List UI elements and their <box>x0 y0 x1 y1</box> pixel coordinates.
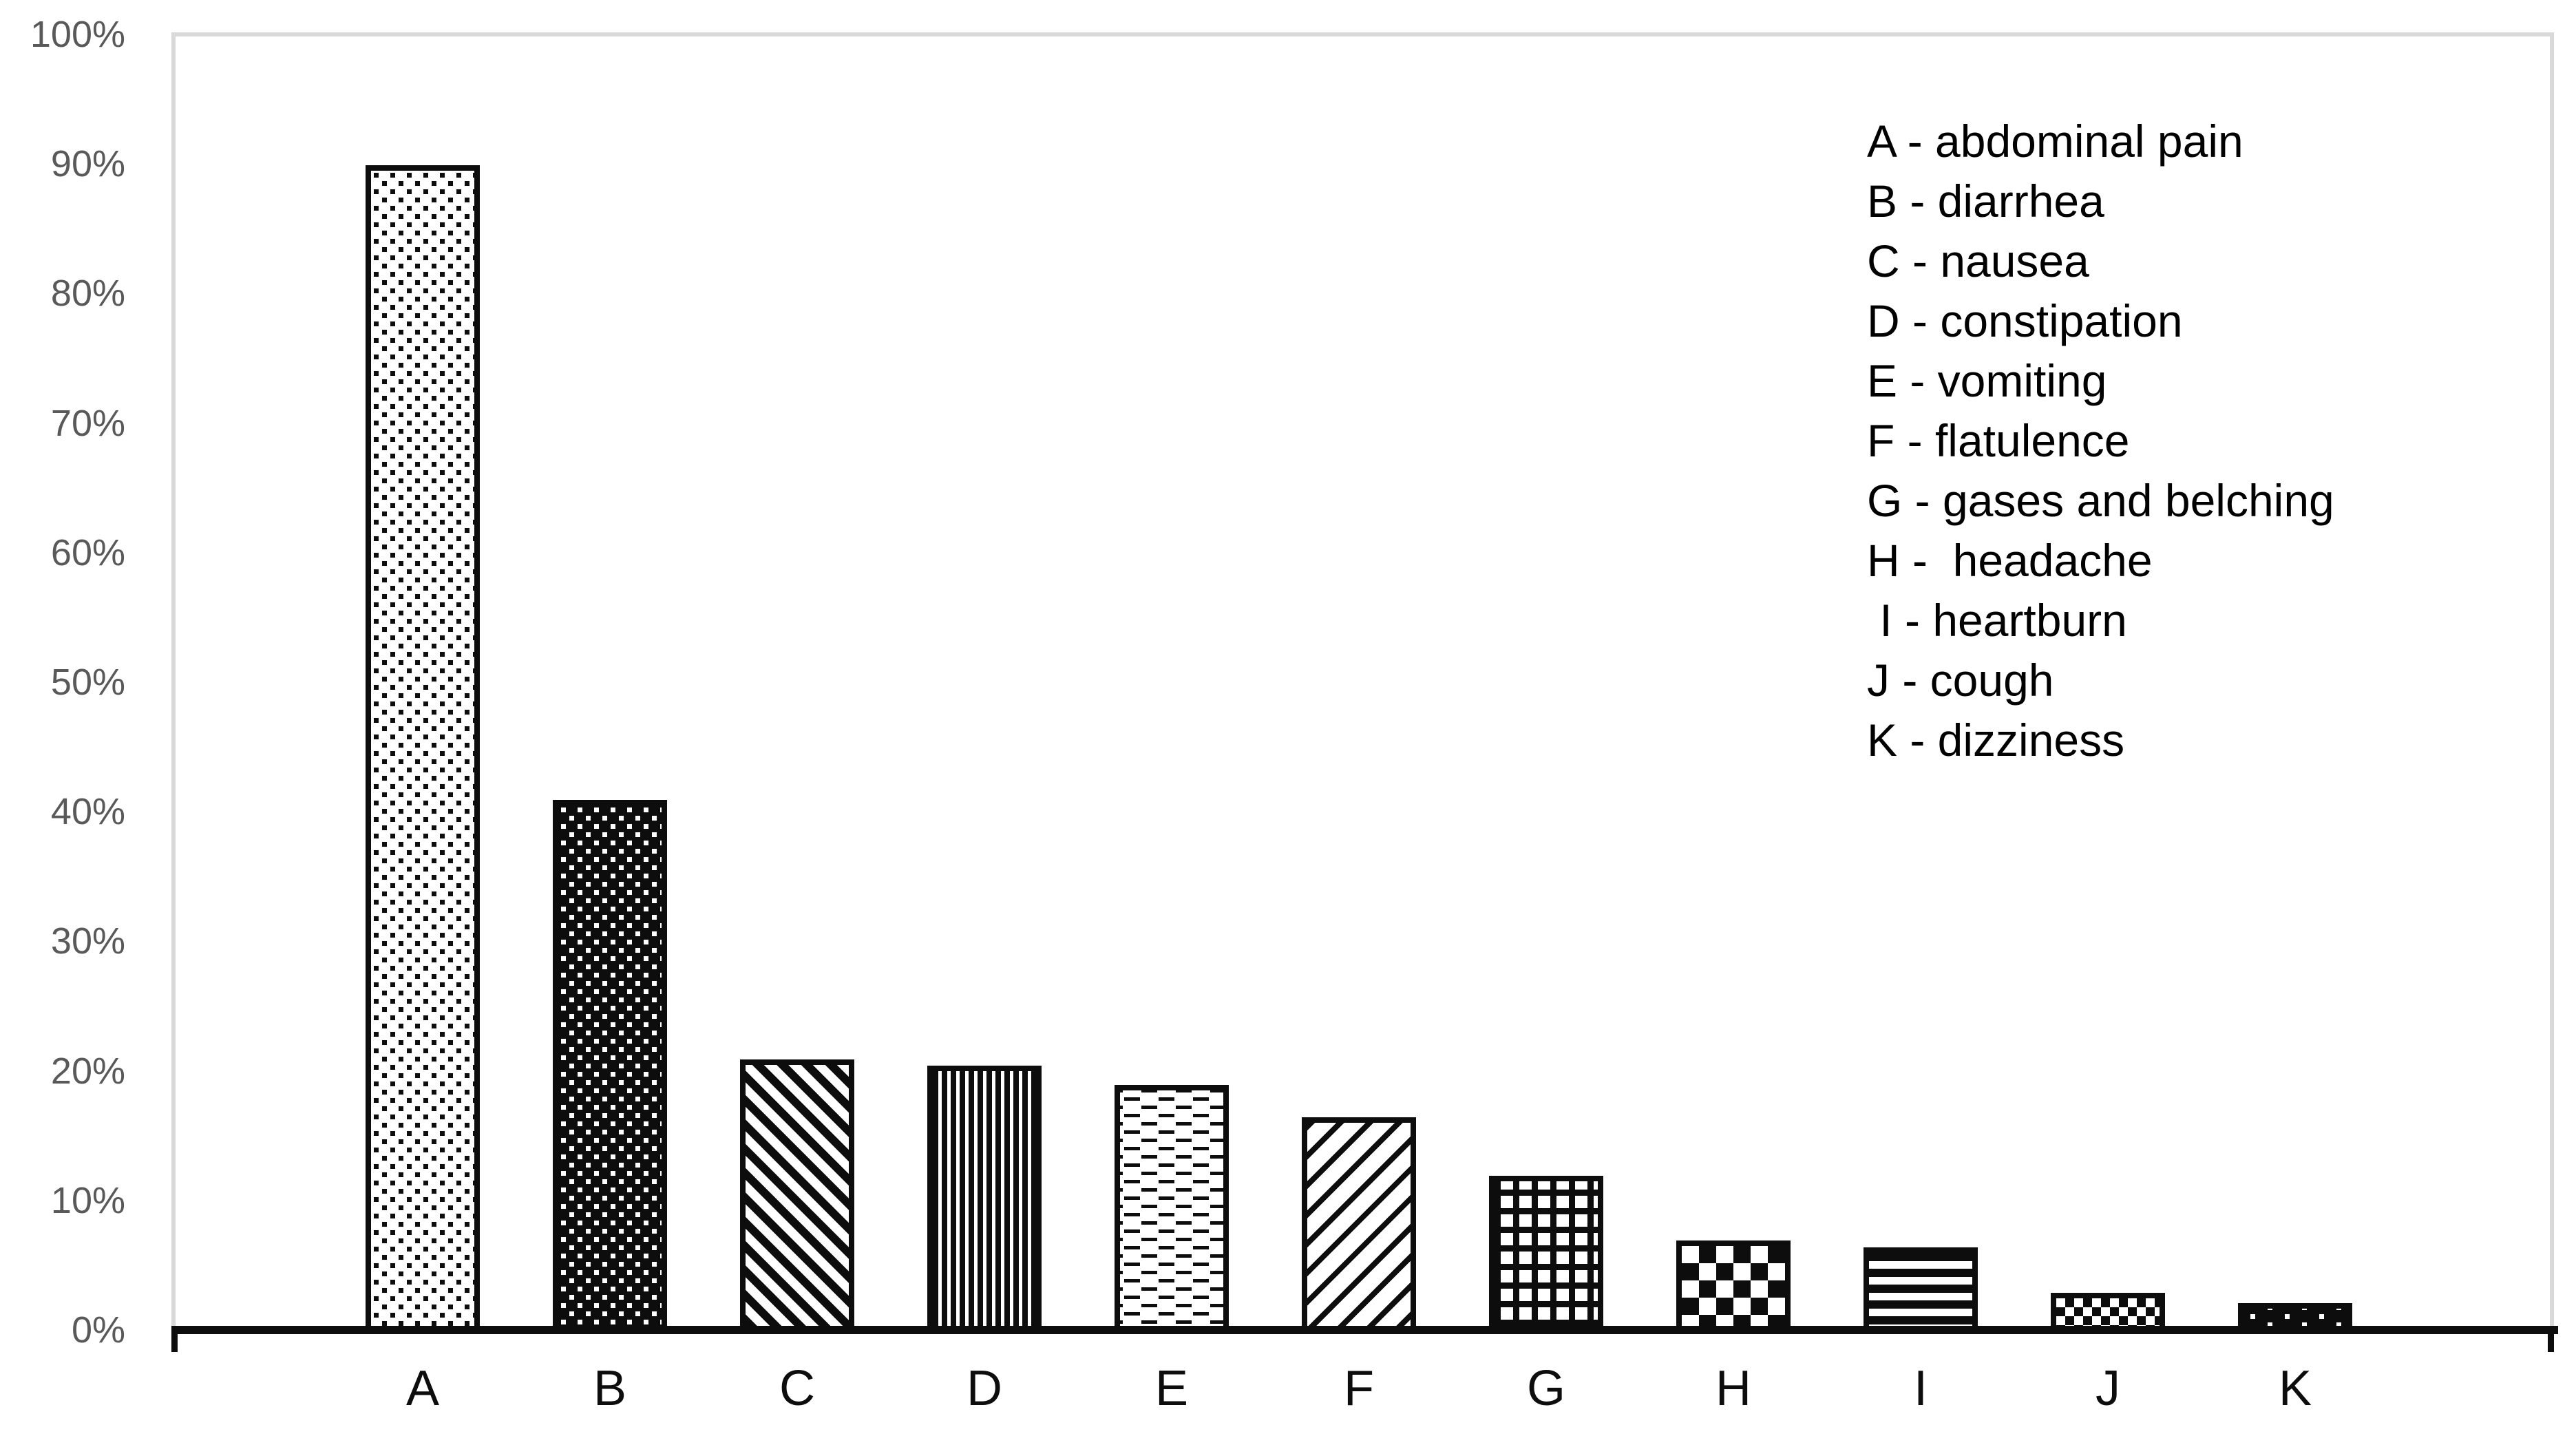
legend-item-K: K - dizziness <box>1867 715 2125 765</box>
y-tick-label-70: 70% <box>50 402 125 444</box>
y-tick-label-0: 0% <box>71 1309 125 1351</box>
plot-area-right-border <box>2550 32 2554 1330</box>
bar-A <box>366 165 480 1331</box>
legend-item-F: F - flatulence <box>1867 415 2130 466</box>
bar-I <box>1864 1247 1978 1331</box>
plot-area-left-border <box>171 32 176 1330</box>
x-axis-right-tick <box>2548 1334 2554 1352</box>
bar-H <box>1676 1240 1791 1331</box>
y-tick-label-10: 10% <box>50 1179 125 1221</box>
y-tick-label-20: 20% <box>50 1050 125 1092</box>
y-tick-label-40: 40% <box>50 791 125 833</box>
x-axis-left-tick <box>171 1334 178 1352</box>
legend-item-I: I - heartburn <box>1867 595 2127 646</box>
x-tick-label-J: J <box>2095 1361 2120 1416</box>
legend-item-J: J - cough <box>1867 655 2054 706</box>
bar-F <box>1302 1117 1416 1331</box>
y-tick-label-30: 30% <box>50 920 125 962</box>
y-tick-label-50: 50% <box>50 662 125 703</box>
bar-G <box>1489 1176 1603 1331</box>
y-tick-label-60: 60% <box>50 531 125 573</box>
y-tick-label-100: 100% <box>30 14 125 55</box>
legend: A - abdominal pain B - diarrhea C - nausea… <box>1867 112 2334 770</box>
x-tick-label-A: A <box>405 1361 440 1416</box>
legend-item-G: G - gases and belching <box>1867 475 2334 526</box>
bar-E <box>1115 1085 1229 1331</box>
y-tick-label-90: 90% <box>50 143 125 185</box>
x-tick-label-E: E <box>1154 1361 1189 1416</box>
bar-D <box>927 1066 1042 1331</box>
x-tick-label-F: F <box>1344 1361 1374 1416</box>
bar-B <box>553 800 667 1331</box>
legend-item-C: C - nausea <box>1867 235 2089 286</box>
x-tick-label-B: B <box>593 1361 627 1416</box>
legend-item-E: E - vomiting <box>1867 355 2107 406</box>
bar-J <box>2051 1293 2165 1331</box>
legend-item-B: B - diarrhea <box>1867 176 2104 226</box>
legend-item-H: H - headache <box>1867 535 2153 586</box>
bar-C <box>740 1059 854 1331</box>
x-tick-label-H: H <box>1715 1361 1751 1416</box>
y-tick-label-80: 80% <box>50 273 125 315</box>
x-tick-label-G: G <box>1526 1361 1565 1416</box>
plot-area-top-border <box>171 32 2554 36</box>
x-tick-label-I: I <box>1913 1361 1928 1416</box>
legend-item-D: D - constipation <box>1867 295 2183 346</box>
legend-item-A: A - abdominal pain <box>1867 116 2244 167</box>
x-axis-line <box>171 1326 2558 1334</box>
x-tick-label-C: C <box>779 1361 815 1416</box>
x-tick-label-D: D <box>967 1361 1002 1416</box>
x-tick-label-K: K <box>2278 1361 2312 1416</box>
